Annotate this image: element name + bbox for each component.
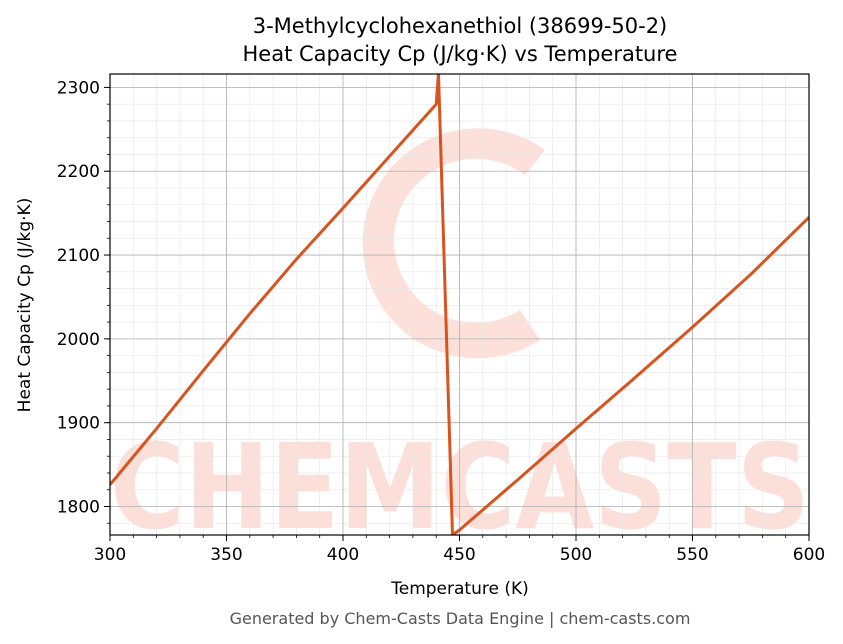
x-tick-labels: 300 350 400 450 500 550 600 — [94, 545, 825, 565]
y-tick-label: 2100 — [57, 246, 100, 266]
y-tick-label: 1900 — [57, 414, 100, 434]
y-tick-labels: 1800 1900 2000 2100 2200 2300 — [57, 78, 100, 517]
x-axis-label: Temperature (K) — [390, 579, 529, 599]
y-axis-label: Heat Capacity Cp (J/kg·K) — [15, 198, 35, 413]
watermark: CHEMCASTS — [110, 128, 810, 556]
chart-title: 3-Methylcyclohexanethiol (38699-50-2) — [253, 14, 668, 38]
chart-subtitle: Heat Capacity Cp (J/kg·K) vs Temperature — [243, 42, 678, 66]
x-tick-label: 600 — [793, 545, 825, 565]
footer-text: Generated by Chem-Casts Data Engine | ch… — [230, 609, 691, 628]
watermark-logo-icon — [362, 128, 545, 359]
y-tick-label: 2200 — [57, 162, 100, 182]
y-tick-label: 2000 — [57, 330, 100, 350]
x-tick-label: 450 — [443, 545, 475, 565]
x-tick-label: 300 — [94, 545, 126, 565]
y-tick-label: 2300 — [57, 78, 100, 98]
axis-ticks — [104, 86, 810, 541]
x-tick-label: 550 — [676, 545, 708, 565]
x-tick-label: 500 — [560, 545, 592, 565]
x-tick-label: 400 — [327, 545, 359, 565]
series-line — [110, 74, 809, 535]
x-tick-label: 350 — [210, 545, 242, 565]
y-tick-label: 1800 — [57, 498, 100, 518]
